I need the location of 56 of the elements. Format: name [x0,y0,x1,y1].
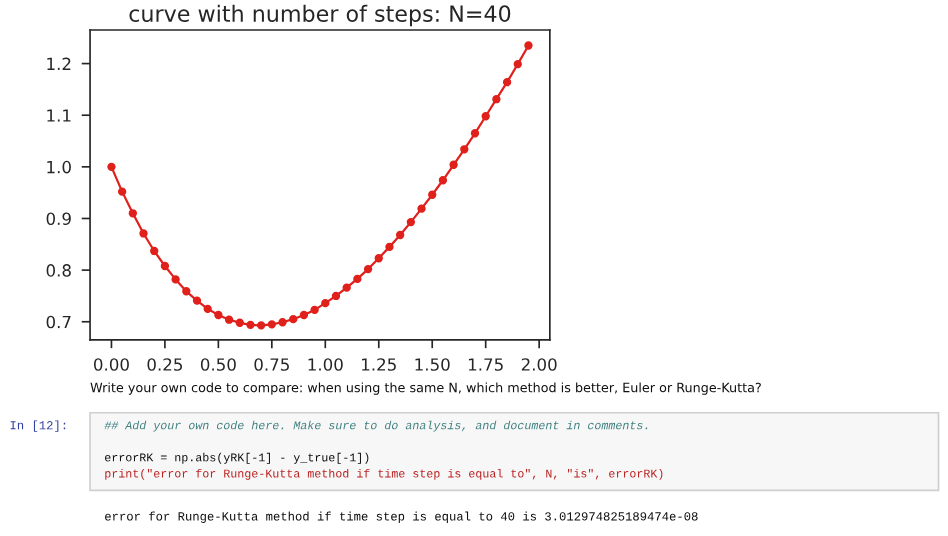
y-tick-label: 0.7 [46,315,71,329]
x-tick-label: 0.25 [147,358,183,371]
point [278,318,287,327]
x-tick-label: 0.50 [200,358,236,371]
point [299,310,309,320]
point [203,304,212,314]
point [470,129,480,138]
x-tick-label: 1.25 [362,358,396,371]
point [353,274,362,284]
x-tick-label: 2.00 [521,358,557,371]
point [438,176,448,185]
point [171,275,180,284]
point [139,229,148,238]
point [256,321,266,330]
x-tick-label: 1.50 [415,358,450,371]
point [417,204,426,213]
point [460,145,469,154]
point [160,261,170,271]
y-tick-label: 1.1 [47,109,71,122]
point [192,296,202,305]
point [267,320,276,329]
point [385,242,394,252]
chart-title: curve with number of steps: N=40 [129,4,511,27]
point [513,59,522,69]
point [395,230,405,240]
point [310,305,319,315]
y-tick-label: 1.2 [47,57,71,70]
point [214,310,223,320]
y-tick-label: 1.0 [47,160,71,174]
point [224,315,234,324]
point [331,291,341,301]
y-tick-label: 0.9 [46,212,71,226]
point [150,246,159,256]
point [363,264,373,274]
point [492,95,501,104]
point [117,187,127,196]
point [524,41,533,50]
point [342,283,351,292]
x-tick-label: 1.00 [308,358,343,371]
point [374,254,383,263]
point [128,209,137,218]
y-tick-label: 0.8 [46,264,71,277]
x-tick-label: 0.75 [254,358,289,371]
point [321,299,330,308]
point [235,318,244,327]
point [107,162,116,172]
x-tick-label: 1.75 [468,358,503,371]
point [182,287,191,296]
point [289,315,298,324]
point [246,320,255,330]
point [502,78,512,87]
point [481,112,490,121]
point [428,190,437,199]
point [449,160,458,169]
x-tick-label: 0.00 [93,358,129,371]
point [406,217,415,227]
